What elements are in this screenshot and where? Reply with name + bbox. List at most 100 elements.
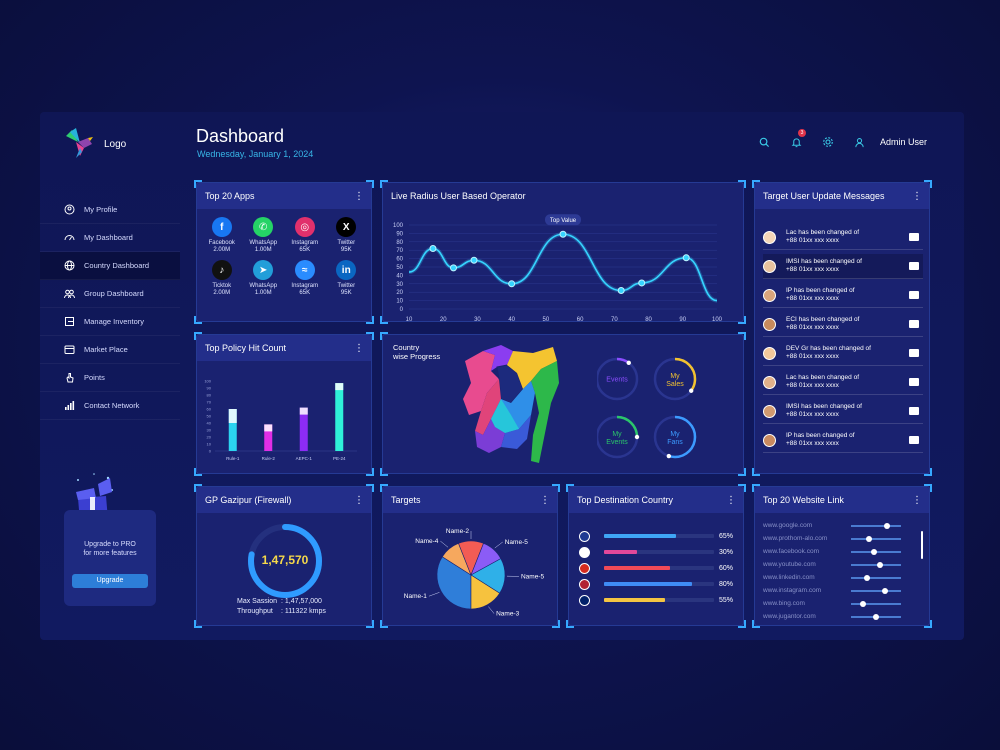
y-tick-label: 20 xyxy=(396,290,403,296)
website-slider[interactable] xyxy=(851,587,901,594)
australia-flag-icon xyxy=(579,530,590,542)
ring-progress[interactable] xyxy=(597,357,639,401)
data-point[interactable] xyxy=(559,230,567,238)
website-link[interactable]: www.facebook.com xyxy=(763,548,819,555)
country-row[interactable]: 30% xyxy=(579,545,739,559)
data-point[interactable] xyxy=(429,245,437,253)
kebab-menu-icon[interactable]: ⋮ xyxy=(726,494,736,506)
kebab-menu-icon[interactable]: ⋮ xyxy=(354,494,364,506)
app-item[interactable]: f Facebook 2.00M xyxy=(201,217,243,254)
website-slider[interactable] xyxy=(851,548,901,555)
website-slider[interactable] xyxy=(851,600,901,607)
message-row[interactable]: DEV Gr has been changed of +88 01xx xxx x… xyxy=(763,341,923,366)
logo[interactable]: Logo xyxy=(62,126,126,162)
slider-knob[interactable] xyxy=(866,535,873,542)
ring-progress[interactable] xyxy=(653,415,697,459)
app-item[interactable]: X Twitter 95K xyxy=(326,217,368,254)
slider-knob[interactable] xyxy=(870,548,877,555)
x-tick-label: Rule-1 xyxy=(226,456,240,461)
country-row[interactable]: 55% xyxy=(579,593,739,607)
country-percent: 30% xyxy=(719,548,734,556)
website-link[interactable]: www.instagram.com xyxy=(763,587,822,594)
website-link[interactable]: www.jugantor.com xyxy=(763,613,816,620)
y-tick-label: 20 xyxy=(207,435,212,440)
message-row[interactable]: IMSI has been changed of +88 01xx xxx xxx… xyxy=(763,399,923,424)
bar[interactable] xyxy=(264,424,273,451)
user-avatar-button[interactable] xyxy=(849,132,869,152)
message-row[interactable]: Lac has been changed of +88 01xx xxx xxxx xyxy=(763,370,923,395)
kebab-menu-icon[interactable]: ⋮ xyxy=(912,190,922,202)
mail-icon[interactable] xyxy=(909,233,919,241)
sidebar-item-country-dashboard[interactable]: Country Dashboard xyxy=(40,252,180,280)
pie-slice[interactable] xyxy=(470,574,501,610)
website-link[interactable]: www.bing.com xyxy=(763,600,805,607)
app-item[interactable]: ≈ Instagram 65K xyxy=(284,260,326,297)
sidebar-item-my-profile[interactable]: My Profile xyxy=(40,196,180,224)
data-point[interactable] xyxy=(617,287,625,295)
data-point[interactable] xyxy=(449,264,457,272)
mail-icon[interactable] xyxy=(909,262,919,270)
slider-knob[interactable] xyxy=(873,613,879,620)
kebab-menu-icon[interactable]: ⋮ xyxy=(354,190,364,202)
mail-icon[interactable] xyxy=(909,320,919,328)
kebab-menu-icon[interactable]: ⋮ xyxy=(540,494,550,506)
kebab-menu-icon[interactable]: ⋮ xyxy=(912,494,922,506)
website-slider[interactable] xyxy=(851,613,901,620)
mail-icon[interactable] xyxy=(909,349,919,357)
sidebar-item-market-place[interactable]: Market Place xyxy=(40,336,180,364)
data-point[interactable] xyxy=(638,279,646,287)
slider-knob[interactable] xyxy=(881,587,888,594)
website-link[interactable]: www.linkedin.com xyxy=(763,574,815,581)
country-row[interactable]: 65% xyxy=(579,529,739,543)
message-row[interactable]: ECI has been changed of +88 01xx xxx xxxx xyxy=(763,312,923,337)
card-title: Target User Update Messages xyxy=(763,191,885,201)
sidebar-item-my-dashboard[interactable]: My Dashboard xyxy=(40,224,180,252)
country-row[interactable]: 80% xyxy=(579,577,739,591)
app-item[interactable]: ➤ WhatsApp 1.00M xyxy=(243,260,285,297)
slider-knob[interactable] xyxy=(877,561,884,568)
mail-icon[interactable] xyxy=(909,436,919,444)
country-row[interactable]: 60% xyxy=(579,561,739,575)
message-row[interactable]: IMSI has been changed of +88 01xx xxx xxx… xyxy=(763,254,923,279)
slider-knob[interactable] xyxy=(884,522,890,529)
app-item[interactable]: ✆ WhatsApp 1.00M xyxy=(243,217,285,254)
bangladesh-map[interactable] xyxy=(461,343,561,471)
data-point[interactable] xyxy=(682,254,690,262)
sidebar-item-group-dashboard[interactable]: Group Dashboard xyxy=(40,280,180,308)
website-slider[interactable] xyxy=(851,535,901,542)
mail-icon[interactable] xyxy=(909,291,919,299)
bar[interactable] xyxy=(228,409,237,451)
website-slider[interactable] xyxy=(851,522,901,529)
website-slider[interactable] xyxy=(851,561,901,568)
slider-knob[interactable] xyxy=(859,600,866,607)
website-link[interactable]: www.youtube.com xyxy=(763,561,816,568)
app-item[interactable]: in Twitter 95K xyxy=(326,260,368,297)
app-item[interactable]: ◎ Instagram 65K xyxy=(284,217,326,254)
scrollbar[interactable] xyxy=(921,531,923,559)
ring-progress[interactable] xyxy=(653,357,697,401)
sidebar-item-points[interactable]: Points xyxy=(40,364,180,392)
website-link[interactable]: www.prothom-alo.com xyxy=(763,535,828,542)
website-link[interactable]: www.google.com xyxy=(763,522,813,529)
settings-button[interactable] xyxy=(818,132,838,152)
bar[interactable] xyxy=(299,407,308,451)
slider-knob[interactable] xyxy=(864,574,871,581)
mail-icon[interactable] xyxy=(909,407,919,415)
app-item[interactable]: ♪ Ticktok 2.00M xyxy=(201,260,243,297)
search-button[interactable] xyxy=(754,132,774,152)
bar[interactable] xyxy=(335,383,344,451)
message-row[interactable]: IP has been changed of +88 01xx xxx xxxx xyxy=(763,283,923,308)
mail-icon[interactable] xyxy=(909,378,919,386)
data-point[interactable] xyxy=(508,280,516,288)
message-row[interactable]: Lac has been changed of +88 01xx xxx xxxx xyxy=(763,225,923,250)
admin-user-name[interactable]: Admin User xyxy=(880,137,928,147)
sidebar-item-manage-inventory[interactable]: Manage Inventory xyxy=(40,308,180,336)
kebab-menu-icon[interactable]: ⋮ xyxy=(354,342,364,354)
sidebar-item-contact-network[interactable]: Contact Network xyxy=(40,392,180,420)
data-point[interactable] xyxy=(470,256,478,264)
message-row[interactable]: IP has been changed of +88 01xx xxx xxxx xyxy=(763,428,923,453)
notifications-button[interactable]: 3 xyxy=(786,129,806,152)
website-slider[interactable] xyxy=(851,574,901,581)
upgrade-button[interactable]: Upgrade xyxy=(72,574,148,588)
